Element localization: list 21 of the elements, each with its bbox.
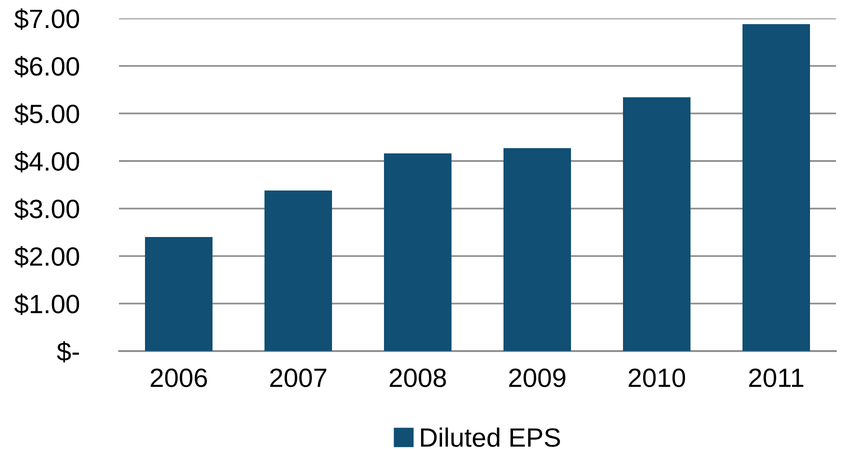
bar bbox=[264, 190, 332, 352]
bar bbox=[384, 153, 452, 352]
y-tick-label: $- bbox=[56, 341, 79, 363]
bar bbox=[622, 97, 690, 352]
x-tick-label: 2009 bbox=[509, 368, 566, 388]
legend-label: Diluted EPS bbox=[421, 428, 560, 447]
x-tick-label: 2011 bbox=[749, 368, 804, 388]
x-tick-label: 2006 bbox=[150, 368, 207, 388]
y-tick-label: $7.00 bbox=[14, 8, 80, 30]
y-tick-label: $5.00 bbox=[14, 103, 80, 125]
y-tick-label: $4.00 bbox=[14, 151, 80, 172]
y-tick-label: $3.00 bbox=[14, 198, 80, 220]
x-tick-label: 2007 bbox=[270, 368, 326, 388]
x-tick-label: 2010 bbox=[628, 368, 686, 388]
bar bbox=[144, 237, 213, 352]
y-tick-label: $6.00 bbox=[14, 56, 80, 78]
y-tick-label: $2.00 bbox=[14, 246, 80, 268]
bar bbox=[742, 24, 810, 352]
bar bbox=[503, 148, 572, 352]
y-tick-label: $1.00 bbox=[14, 294, 80, 315]
x-tick-label: 2008 bbox=[390, 368, 446, 388]
